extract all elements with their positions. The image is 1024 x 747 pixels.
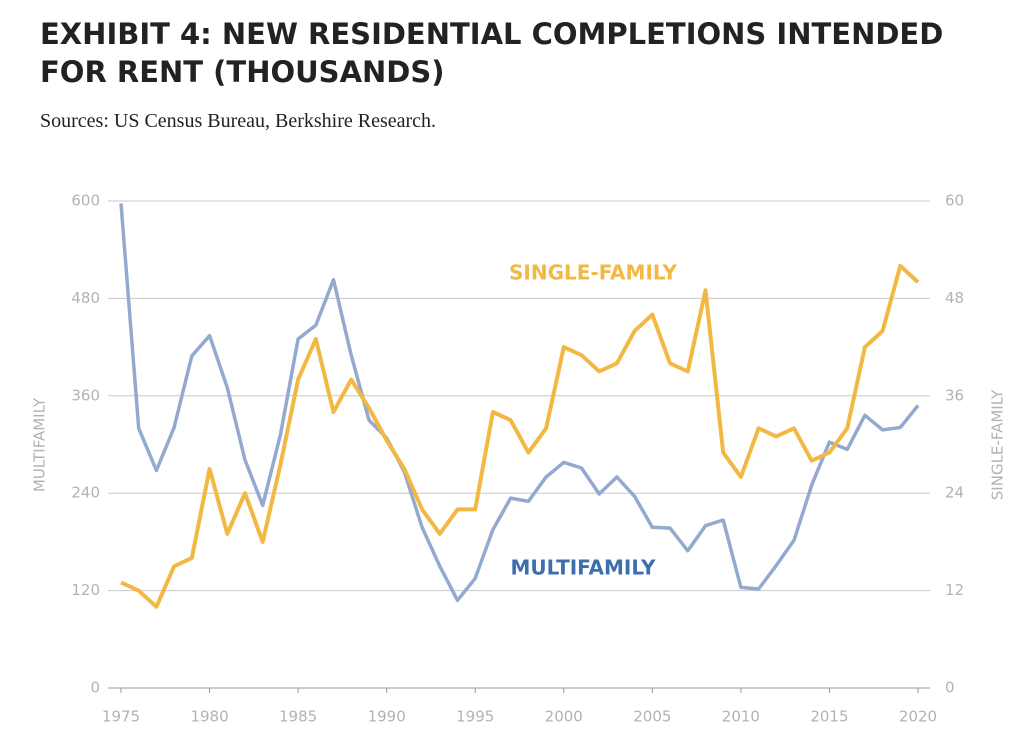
x-tick-label: 2015 <box>810 708 848 726</box>
y-tick-label: 600 <box>71 192 100 210</box>
y2-axis-label: SINGLE-FAMILY <box>989 389 1007 500</box>
x-tick-label: 1985 <box>279 708 317 726</box>
y-tick-label: 0 <box>90 679 100 697</box>
y2-tick-label: 36 <box>945 386 964 404</box>
y-tick-label: 360 <box>71 386 100 404</box>
chart-subtitle: Sources: US Census Bureau, Berkshire Res… <box>40 110 436 132</box>
y2-tick-label: 12 <box>945 581 964 599</box>
y-tick-label: 120 <box>71 581 100 599</box>
x-tick-label: 2010 <box>722 708 760 726</box>
x-tick-label: 2000 <box>545 708 583 726</box>
x-tick-label: 2020 <box>899 708 937 726</box>
y2-tick-label: 24 <box>945 484 964 502</box>
y2-tick-label: 48 <box>945 289 964 307</box>
series-line <box>120 263 920 609</box>
x-tick-label: 1980 <box>190 708 228 726</box>
x-tick-label: 2005 <box>633 708 671 726</box>
y-axis-label: MULTIFAMILY <box>31 397 49 492</box>
x-tick-label: 1995 <box>456 708 494 726</box>
chart-title: EXHIBIT 4: NEW RESIDENTIAL COMPLETIONS I… <box>40 17 943 89</box>
y2-tick-label: 60 <box>945 192 964 210</box>
y-tick-label: 480 <box>71 289 100 307</box>
y-tick-label: 240 <box>71 484 100 502</box>
series-line <box>119 203 920 603</box>
y2-tick-label: 0 <box>945 679 955 697</box>
x-tick-label: 1990 <box>368 708 406 726</box>
annotation: SINGLE-FAMILY <box>509 261 678 285</box>
annotation: MULTIFAMILY <box>511 556 656 580</box>
x-tick-label: 1975 <box>102 708 140 726</box>
